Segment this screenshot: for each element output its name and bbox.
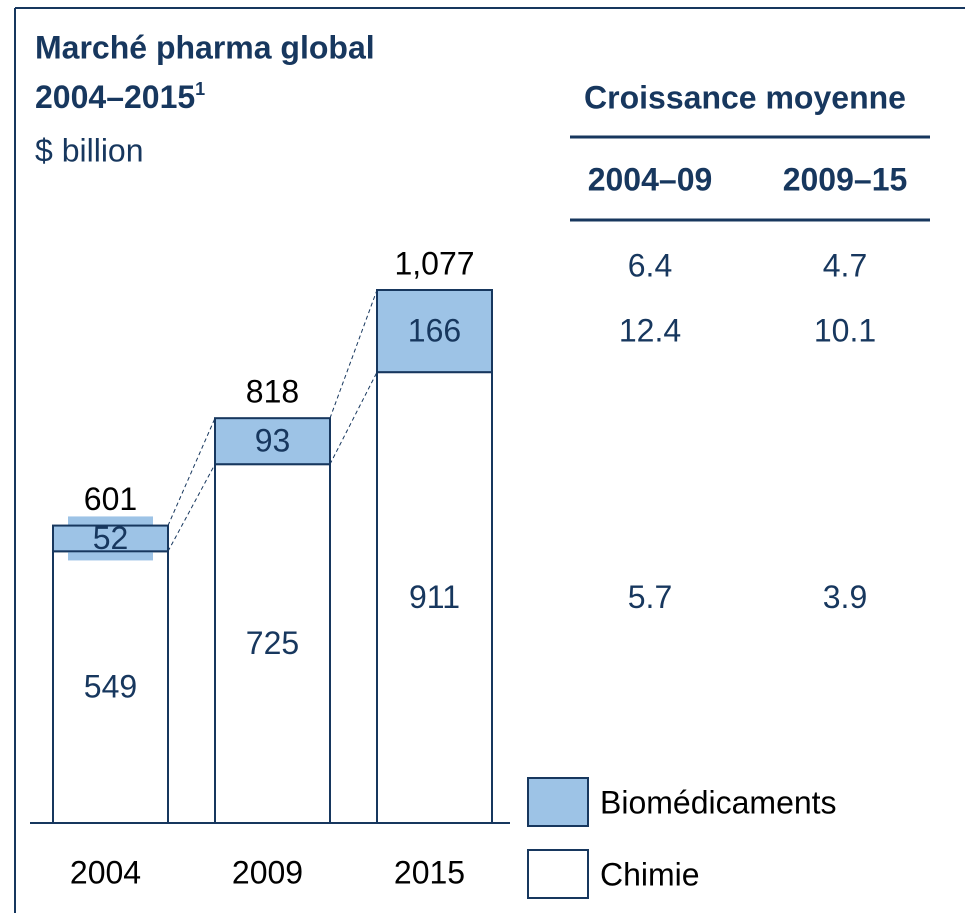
segment-label: 93: [255, 423, 291, 459]
legend-label: Chimie: [600, 856, 700, 892]
segment-label: 166: [408, 313, 461, 349]
column-header: 2009–15: [783, 161, 908, 197]
bar-segment: [376, 371, 493, 824]
connector: [329, 371, 378, 465]
total-label: 1,077: [394, 245, 474, 281]
x-tick-label: 2009: [232, 854, 303, 890]
chart-title: Marché pharma global: [35, 29, 375, 65]
table-cell: 6.4: [628, 247, 672, 283]
connector: [167, 417, 216, 526]
table-cell: 3.9: [823, 579, 867, 615]
x-tick-label: 2004: [70, 854, 141, 890]
legend-swatch: [527, 777, 589, 827]
table-cell: 12.4: [619, 313, 681, 349]
bar-segment: [376, 289, 493, 374]
segment-label: 549: [84, 669, 137, 705]
segment-label: 725: [246, 625, 299, 661]
connector: [167, 463, 216, 552]
bar-segment: [52, 550, 169, 825]
table-title: Croissance moyenne: [584, 79, 906, 115]
table-cell: 10.1: [814, 313, 876, 349]
legend-swatch: [527, 849, 589, 899]
bar-segment: [214, 463, 331, 824]
column-header: 2004–09: [588, 161, 713, 197]
legend-label: Biomédicaments: [600, 784, 837, 820]
x-tick-label: 2015: [394, 854, 465, 890]
segment-label: 911: [409, 579, 460, 615]
table-cell: 5.7: [628, 579, 672, 615]
segment-label: 52: [93, 520, 129, 556]
chart-subtitle: 2004–20151: [35, 79, 205, 116]
unit-label: $ billion: [35, 132, 144, 168]
footnote-mark: 1: [195, 79, 205, 99]
total-label: 818: [246, 374, 299, 410]
connector: [329, 289, 378, 419]
bar-segment: [52, 524, 169, 553]
total-label: 601: [84, 481, 137, 517]
table-cell: 4.7: [823, 247, 867, 283]
bar-segment: [214, 417, 331, 466]
subtitle-text: 2004–2015: [35, 79, 195, 115]
